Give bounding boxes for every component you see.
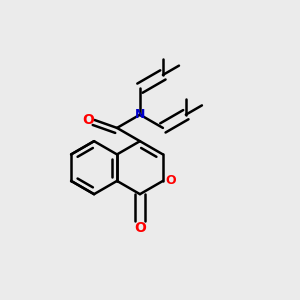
Text: O: O — [134, 221, 146, 235]
Text: N: N — [135, 108, 145, 121]
Text: O: O — [165, 174, 175, 188]
Text: O: O — [83, 113, 94, 127]
